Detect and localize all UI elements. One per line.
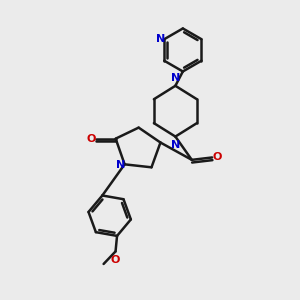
- Text: O: O: [212, 152, 222, 163]
- Text: N: N: [116, 160, 125, 170]
- Text: O: O: [87, 134, 96, 144]
- Text: N: N: [171, 140, 180, 149]
- Text: N: N: [171, 73, 180, 83]
- Text: N: N: [156, 34, 165, 44]
- Text: O: O: [111, 255, 120, 265]
